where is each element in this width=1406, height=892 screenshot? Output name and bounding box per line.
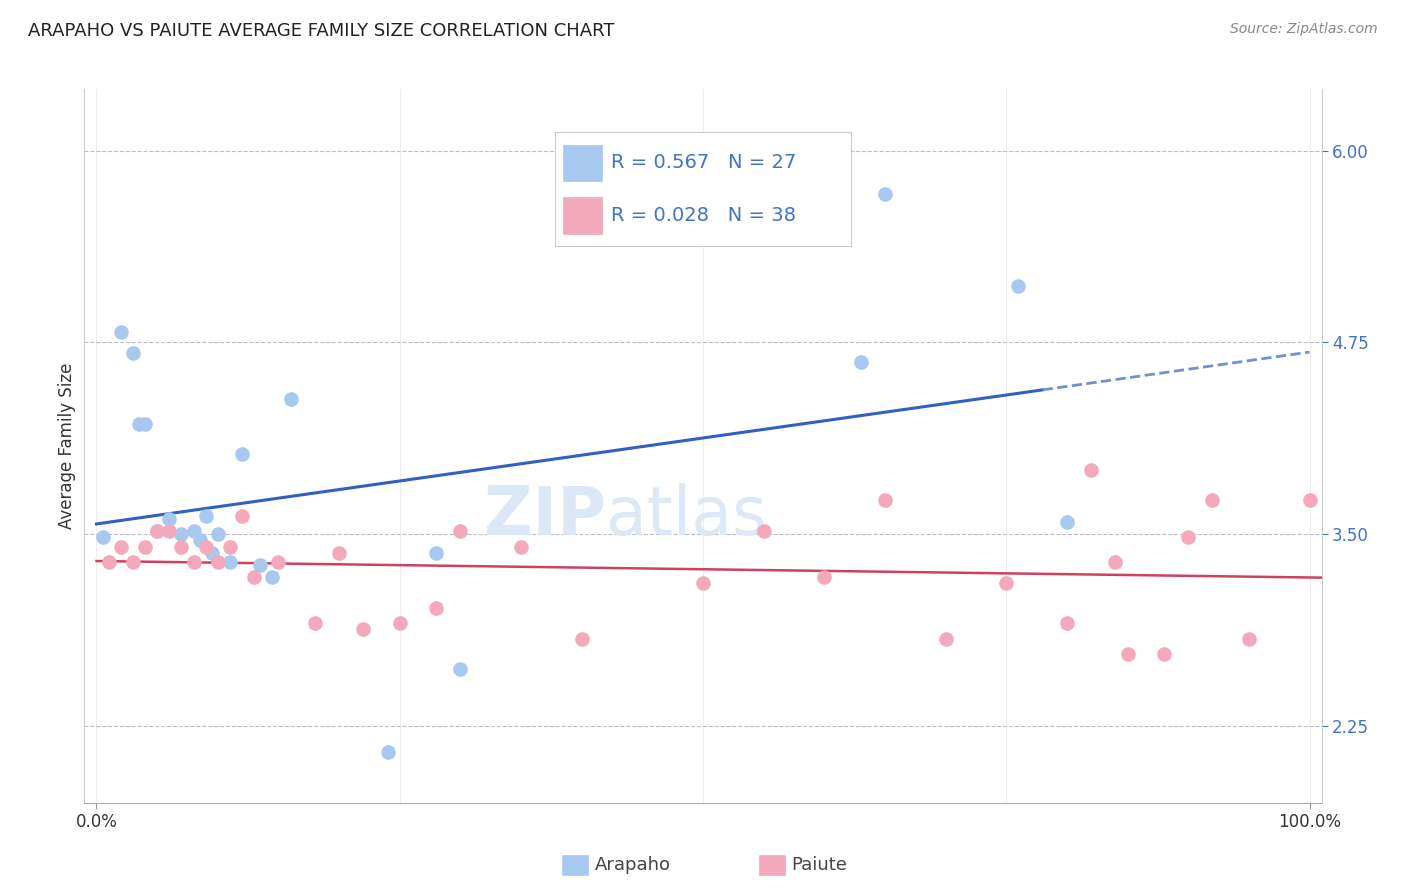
Point xyxy=(207,527,229,541)
Point xyxy=(97,555,120,569)
Point xyxy=(91,530,114,544)
Y-axis label: Average Family Size: Average Family Size xyxy=(58,363,76,529)
Point xyxy=(752,524,775,538)
Text: Arapaho: Arapaho xyxy=(595,856,671,874)
Point xyxy=(1298,493,1320,508)
Bar xyxy=(564,197,602,234)
Point xyxy=(207,555,229,569)
Point xyxy=(449,662,471,676)
Point xyxy=(194,508,217,523)
Point xyxy=(1104,555,1126,569)
Text: atlas: atlas xyxy=(606,483,766,549)
Point xyxy=(194,540,217,554)
Point xyxy=(304,616,326,631)
Point xyxy=(267,555,290,569)
Point xyxy=(183,555,205,569)
Point xyxy=(231,447,253,461)
Point xyxy=(170,527,193,541)
Point xyxy=(571,632,593,646)
Point xyxy=(128,417,150,431)
Point xyxy=(995,576,1018,591)
Point xyxy=(935,632,957,646)
Text: ZIP: ZIP xyxy=(484,483,606,549)
Point xyxy=(510,540,533,554)
Point xyxy=(157,524,180,538)
Point xyxy=(377,745,399,759)
Point xyxy=(188,533,211,548)
Point xyxy=(1056,515,1078,529)
Point xyxy=(1237,632,1260,646)
Point xyxy=(122,346,145,360)
Point xyxy=(1007,278,1029,293)
Point xyxy=(262,570,284,584)
Point xyxy=(219,555,242,569)
Point xyxy=(1201,493,1223,508)
Point xyxy=(110,540,132,554)
Text: Source: ZipAtlas.com: Source: ZipAtlas.com xyxy=(1230,22,1378,37)
Point xyxy=(388,616,411,631)
Point xyxy=(134,417,156,431)
Text: R = 0.028   N = 38: R = 0.028 N = 38 xyxy=(612,206,796,225)
Point xyxy=(231,508,253,523)
Point xyxy=(449,524,471,538)
Point xyxy=(1153,647,1175,661)
Bar xyxy=(564,145,602,181)
Point xyxy=(352,623,374,637)
Point xyxy=(1080,463,1102,477)
Point xyxy=(1116,647,1139,661)
Point xyxy=(813,570,835,584)
Point xyxy=(201,546,224,560)
Point xyxy=(692,576,714,591)
Point xyxy=(280,392,302,407)
Point xyxy=(110,325,132,339)
Point xyxy=(425,546,447,560)
Point xyxy=(849,355,872,369)
Point xyxy=(146,524,169,538)
Point xyxy=(873,186,896,201)
Point xyxy=(243,570,266,584)
Point xyxy=(873,493,896,508)
Point xyxy=(425,601,447,615)
Text: R = 0.567   N = 27: R = 0.567 N = 27 xyxy=(612,153,796,172)
Point xyxy=(249,558,271,572)
Point xyxy=(219,540,242,554)
Point xyxy=(157,512,180,526)
Point xyxy=(1056,616,1078,631)
Point xyxy=(122,555,145,569)
Point xyxy=(170,540,193,554)
Text: ARAPAHO VS PAIUTE AVERAGE FAMILY SIZE CORRELATION CHART: ARAPAHO VS PAIUTE AVERAGE FAMILY SIZE CO… xyxy=(28,22,614,40)
Point xyxy=(146,524,169,538)
Point xyxy=(1177,530,1199,544)
Point xyxy=(183,524,205,538)
Text: Paiute: Paiute xyxy=(792,856,848,874)
Point xyxy=(328,546,350,560)
Point xyxy=(134,540,156,554)
